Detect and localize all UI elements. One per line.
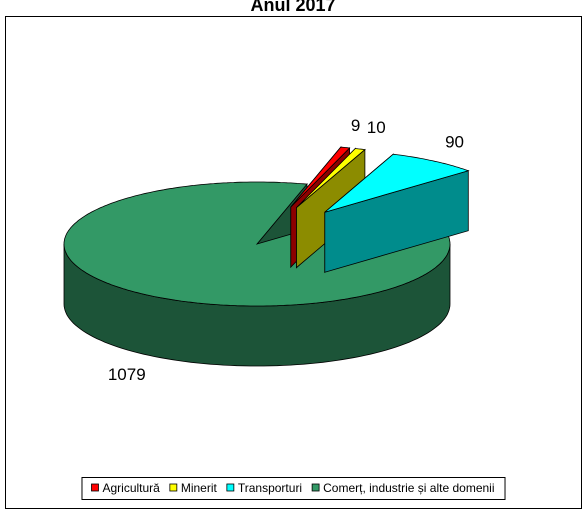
data-label: 1079 [108,365,146,384]
legend-swatch [91,483,99,492]
slice [63,181,451,307]
slice [296,148,366,208]
data-label: 10 [367,118,386,137]
legend-swatch [311,483,320,492]
legend-label: Transporturi [238,481,302,495]
data-label: 9 [351,116,360,135]
slice [324,153,470,213]
slice [290,146,351,208]
data-label: 90 [445,132,464,151]
chart-title: Anul 2017 [250,0,335,15]
legend-label: Minerit [181,481,218,495]
legend-swatch [226,483,235,492]
legend [81,477,506,500]
legend-swatch [169,483,178,492]
legend-label: Agricultură [102,481,160,495]
legend-label: Comerț, industrie și alte domenii [323,481,494,495]
